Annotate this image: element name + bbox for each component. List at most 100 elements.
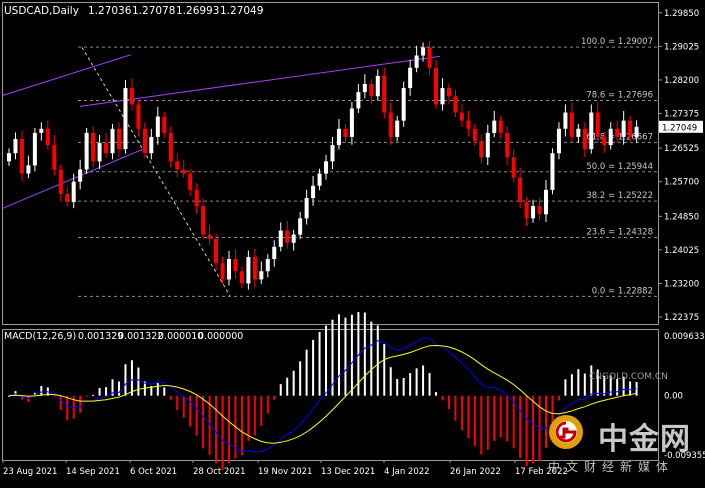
macd-histogram-bar <box>163 387 166 396</box>
macd-histogram-bar <box>20 395 23 400</box>
close-value: 1.27049 <box>220 5 263 17</box>
macd-histogram-bar <box>545 395 548 448</box>
macd-histogram-bar <box>85 395 88 397</box>
macd-histogram-bar <box>130 360 133 396</box>
candle-body <box>550 153 555 190</box>
macd-tick-label: 0.009633 <box>664 332 705 342</box>
macd-histogram-bar <box>596 369 599 396</box>
candle-body <box>324 161 329 174</box>
candle-body <box>492 120 497 133</box>
macd-histogram-bar <box>208 395 211 455</box>
fib-level-label: 100.0 = 1.29007 <box>581 37 653 47</box>
candle-body <box>155 116 160 137</box>
candle-body <box>278 230 283 247</box>
macd-histogram-bar <box>480 395 483 455</box>
candle-body <box>233 259 238 272</box>
candle-body <box>259 271 264 280</box>
candle-body <box>220 263 225 280</box>
macd-histogram-bar <box>247 395 250 441</box>
macd-histogram-bar <box>357 312 360 396</box>
candle-body <box>537 206 542 215</box>
candle-body <box>336 128 341 146</box>
macd-histogram-bar <box>150 386 153 396</box>
candle-body <box>6 153 12 162</box>
candle-body <box>226 259 231 280</box>
candle-body <box>149 136 154 154</box>
candle-body <box>162 116 167 133</box>
candle-body <box>427 47 432 68</box>
macd-histogram-bar <box>551 395 554 425</box>
macd-histogram-bar <box>33 392 36 396</box>
fib-level-label: 0.0 = 1.22882 <box>592 286 653 296</box>
macd-panel-frame <box>2 329 659 461</box>
macd-histogram-bar <box>66 395 69 421</box>
candle-body <box>615 128 620 137</box>
fib-retracement-diagonal <box>81 47 231 296</box>
candle-body <box>472 128 477 141</box>
channel-lower-line <box>2 148 144 209</box>
macd-histogram-bar <box>616 378 619 396</box>
macd-histogram-bar <box>253 395 256 436</box>
macd-histogram-bar <box>363 312 366 396</box>
candle-body <box>78 169 83 182</box>
candle-body <box>485 132 490 158</box>
macd-histogram-bar <box>266 395 269 414</box>
candle-body <box>104 143 109 154</box>
price-tick-label: 1.29025 <box>664 42 699 52</box>
macd-histogram-bar <box>8 395 10 397</box>
candle-body <box>556 128 561 154</box>
channel-upper-line <box>79 55 441 107</box>
macd-histogram-bar <box>370 321 373 396</box>
macd-histogram-bar <box>27 395 30 403</box>
candle-body <box>498 120 503 133</box>
candle-body <box>459 112 464 121</box>
candle-body <box>544 189 549 215</box>
macd-histogram-bar <box>182 395 185 418</box>
macd-histogram-bar <box>383 344 386 396</box>
candle-body <box>110 128 115 154</box>
candle-body <box>356 92 361 109</box>
candle-body <box>343 128 348 137</box>
candle-body <box>382 75 387 113</box>
macd-histogram-bar <box>169 395 172 400</box>
macd-histogram-bar <box>221 395 224 470</box>
candle-body <box>518 177 523 203</box>
candle-body <box>595 112 600 137</box>
candle-body <box>291 234 296 243</box>
price-tick-label: 1.23200 <box>664 279 699 289</box>
watermark-url: CNGOLD.COM.CN <box>589 372 668 382</box>
time-tick-label: 26 Jan 2022 <box>450 467 501 477</box>
macd-histogram-bar <box>202 395 205 449</box>
time-tick-label: 19 Nov 2021 <box>258 467 312 477</box>
macd-histogram-bar <box>227 395 230 464</box>
time-tick-label: 6 Oct 2021 <box>130 467 177 477</box>
macd-histogram-bar <box>292 370 295 396</box>
macd-histogram-bar <box>137 367 140 396</box>
open-value: 1.27036 <box>88 5 132 17</box>
watermark-logo-icon <box>549 415 583 449</box>
candle-body <box>39 128 44 133</box>
price-tick-label: 1.24025 <box>664 246 699 256</box>
candle-body <box>26 165 31 174</box>
macd-histogram-bar <box>609 375 612 396</box>
candle-body <box>58 169 63 194</box>
chart-title: USDCAD,Daily <box>4 5 79 17</box>
candle-body <box>19 138 24 174</box>
price-tick-label: 1.22375 <box>664 313 699 323</box>
macd-histogram-bar <box>124 364 127 396</box>
candle-body <box>91 132 96 162</box>
macd-histogram-bar <box>629 381 632 396</box>
macd-histogram-bar <box>557 395 560 401</box>
candle-body <box>440 88 445 105</box>
high-value: 1.27078 <box>132 5 175 17</box>
macd-histogram-bar <box>396 379 399 396</box>
fib-level-label: 38.2 = 1.25222 <box>586 191 653 201</box>
candle-body <box>246 257 251 284</box>
candle-body <box>349 108 354 137</box>
candle-body <box>401 88 406 121</box>
macd-histogram-bar <box>215 395 218 464</box>
candle-body <box>201 206 206 235</box>
time-tick-label: 13 Dec 2021 <box>321 467 375 477</box>
macd-tick-label: 0.00 <box>664 392 683 402</box>
macd-histogram-bar <box>460 395 463 431</box>
